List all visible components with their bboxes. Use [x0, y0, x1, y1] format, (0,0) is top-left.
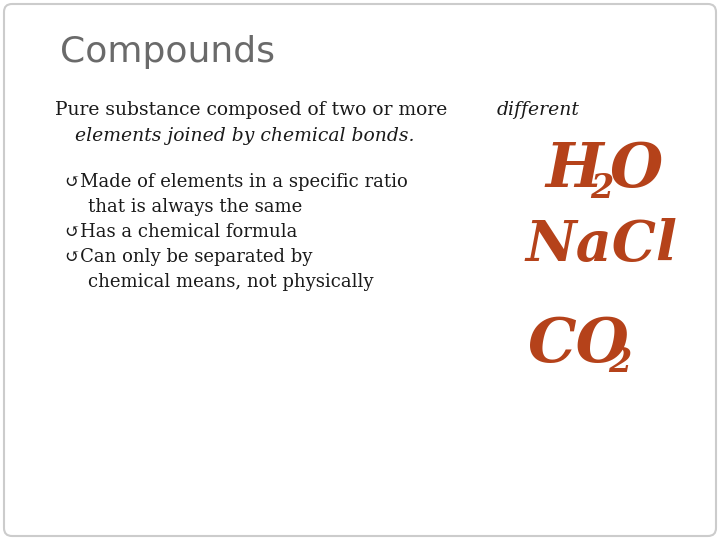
Text: ↺Can only be separated by: ↺Can only be separated by	[65, 248, 312, 266]
Text: chemical means, not physically: chemical means, not physically	[88, 273, 374, 291]
Text: ↺Made of elements in a specific ratio: ↺Made of elements in a specific ratio	[65, 173, 408, 191]
FancyBboxPatch shape	[4, 4, 716, 536]
Text: that is always the same: that is always the same	[88, 198, 302, 216]
Text: O: O	[610, 140, 663, 200]
Text: Pure substance composed of two or more: Pure substance composed of two or more	[55, 101, 454, 119]
Text: different: different	[497, 101, 580, 119]
Text: Compounds: Compounds	[60, 35, 275, 69]
Text: elements joined by chemical bonds.: elements joined by chemical bonds.	[75, 127, 415, 145]
Text: H: H	[545, 140, 603, 200]
Text: ↺Has a chemical formula: ↺Has a chemical formula	[65, 223, 297, 241]
Text: 2: 2	[590, 172, 613, 205]
Text: 2: 2	[608, 347, 631, 380]
Text: CO: CO	[527, 315, 629, 375]
Text: NaCl: NaCl	[525, 218, 677, 273]
